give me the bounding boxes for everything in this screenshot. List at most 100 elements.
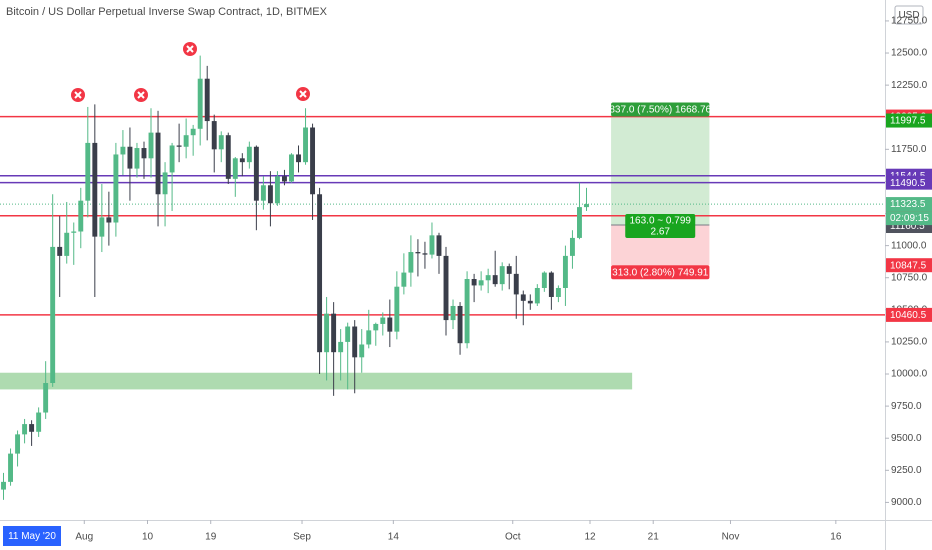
candle-body <box>204 78 210 122</box>
stop-label-box <box>886 258 932 273</box>
y-tick-label: 12250.0 <box>891 80 928 91</box>
candle-body <box>436 235 442 256</box>
candle-body <box>1 481 6 490</box>
candle-body <box>85 142 91 201</box>
candle-body <box>113 154 119 223</box>
candle-body <box>8 453 13 482</box>
candle-body <box>366 330 372 345</box>
candle-body <box>225 135 231 179</box>
candle-body <box>429 235 435 255</box>
currency-button[interactable] <box>894 5 924 25</box>
y-tick-label: 12750.0 <box>891 16 928 27</box>
current-price-label-box <box>886 197 932 212</box>
target-label-box <box>886 113 932 128</box>
candle-body <box>478 280 484 286</box>
candle-body <box>303 127 308 163</box>
x-tick-label: 21 <box>648 532 660 543</box>
currency-label[interactable]: USD <box>898 10 919 21</box>
crosshair-x-label: 11 May '20 <box>8 531 56 542</box>
candle-body <box>120 146 126 155</box>
candle-body <box>450 305 456 321</box>
stop-label: 10847.5 <box>890 260 927 271</box>
candle-body <box>338 341 344 353</box>
position-target-text-box <box>611 102 710 117</box>
candle-body <box>190 128 196 136</box>
y-tick-label: 9000.0 <box>891 497 922 508</box>
candle-body <box>569 237 575 256</box>
candle-body <box>218 135 224 150</box>
candle-body <box>562 255 568 288</box>
candle-body <box>548 272 554 297</box>
candle-body <box>64 232 70 256</box>
candle-body <box>176 145 182 147</box>
candle-body <box>380 317 386 324</box>
candle-body <box>43 383 49 413</box>
candle-body <box>134 148 140 169</box>
candle-body <box>506 266 512 274</box>
candle-body <box>155 132 161 195</box>
candle-body <box>415 252 421 254</box>
candle-body <box>331 313 337 353</box>
candle-body <box>232 158 238 179</box>
candle-body <box>22 424 28 435</box>
candle-body <box>527 300 533 304</box>
x-tick-label: 14 <box>388 532 400 543</box>
y-tick-label: 12500.0 <box>891 48 928 59</box>
entry-label: 11160.5 <box>890 221 925 232</box>
position-entry-text: 163.0 ~ 0.799 <box>630 216 692 227</box>
candle-body <box>127 146 133 169</box>
candle-body <box>57 246 63 256</box>
x-tick-label: 10 <box>142 532 154 543</box>
price-line-label-box <box>886 307 932 322</box>
marker-cross <box>186 45 194 53</box>
candle-body <box>422 253 428 255</box>
candle-body <box>78 200 84 232</box>
x-tick-label: 19 <box>205 532 217 543</box>
candle-body <box>555 287 561 297</box>
candle-body <box>15 434 21 454</box>
price-line-label: 10460.5 <box>890 310 927 321</box>
candle-body <box>584 204 589 208</box>
candle-body <box>485 275 491 281</box>
candle-body <box>457 305 463 344</box>
high-markers <box>71 42 310 102</box>
candle-body <box>296 154 301 163</box>
position-profit <box>611 117 710 226</box>
candle-body <box>464 279 470 344</box>
y-tick-label: 11750.0 <box>891 144 927 155</box>
candle-body <box>345 326 351 342</box>
candle-body <box>50 246 56 384</box>
candle-body <box>520 294 526 301</box>
candle-body <box>141 148 147 159</box>
candle-body <box>408 252 414 273</box>
candle-body <box>183 135 189 147</box>
candle-body <box>541 272 547 288</box>
candle-body <box>239 158 245 163</box>
candle-body <box>36 412 42 432</box>
position-stop-text-box <box>611 265 710 280</box>
position-target-text: 837.0 (7.50%) 1668.76 <box>609 105 711 116</box>
x-tick-label: Sep <box>293 532 311 543</box>
target-label: 11997.5 <box>890 116 926 127</box>
candle-body <box>373 323 379 331</box>
candle-body <box>324 313 330 353</box>
y-tick-label: 9250.0 <box>891 465 922 476</box>
position-stop-text: 313.0 (2.80%) 749.91 <box>612 267 709 278</box>
y-tick-label: 9500.0 <box>891 433 922 444</box>
position-entry-text: 2.67 <box>651 227 671 238</box>
x-tick-label: Oct <box>505 532 521 543</box>
candle-body <box>401 272 407 287</box>
support-zone <box>0 372 633 390</box>
countdown-label: 02:09:15 <box>890 213 929 224</box>
y-tick-label: 11000.0 <box>891 240 927 251</box>
marker-cross <box>137 91 145 99</box>
price-line-label: 11490.5 <box>890 178 926 189</box>
crosshair-x-box <box>3 526 61 546</box>
candle-body <box>148 132 154 159</box>
candle-body <box>394 286 400 332</box>
y-tick-label: 9750.0 <box>891 401 922 412</box>
y-tick-label: 10750.0 <box>891 272 928 283</box>
candle-body <box>443 255 449 321</box>
candle-body <box>289 154 294 182</box>
